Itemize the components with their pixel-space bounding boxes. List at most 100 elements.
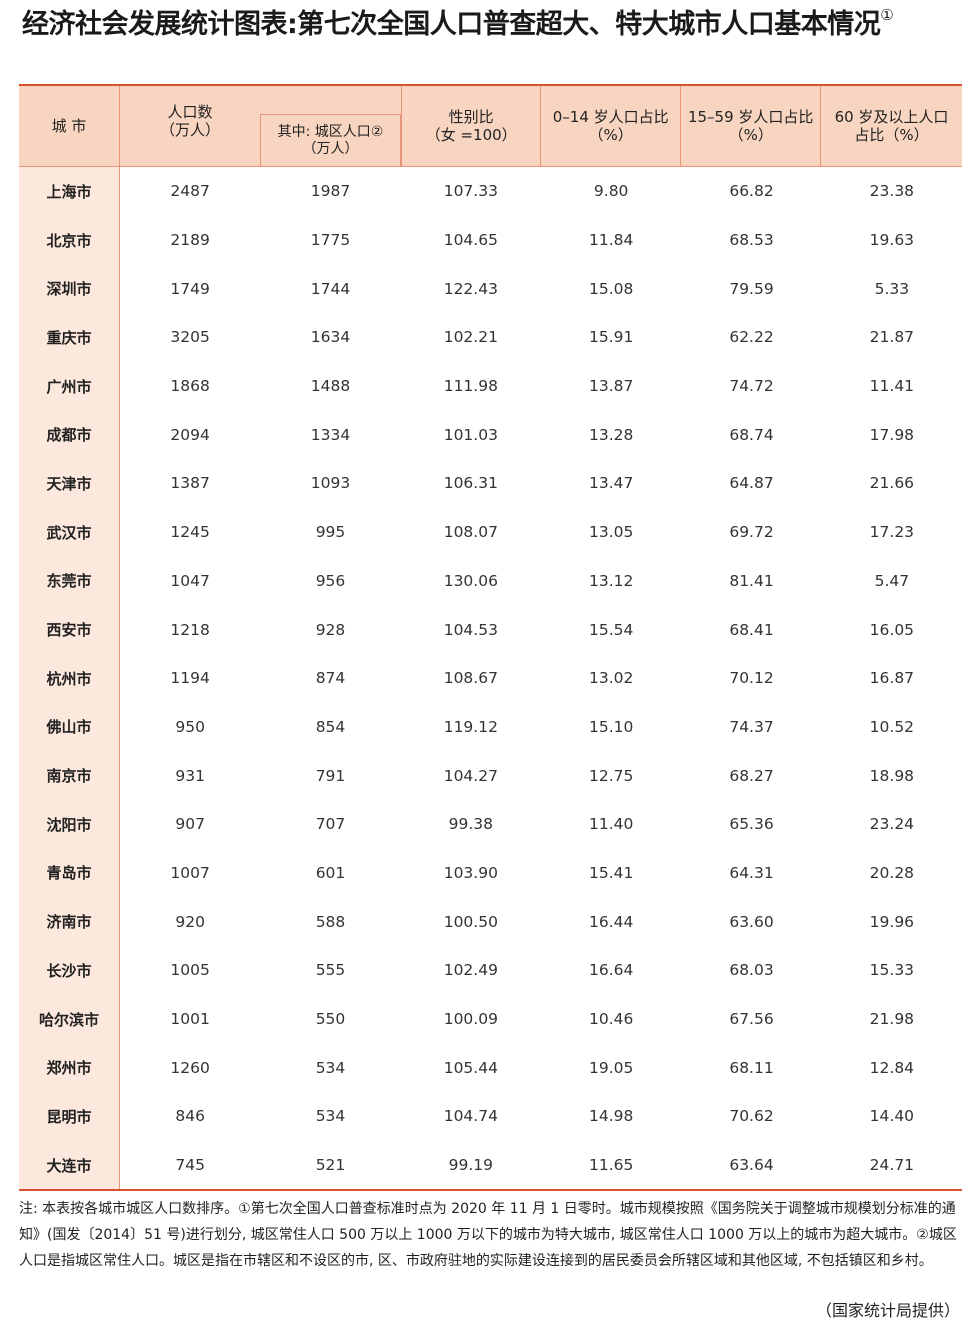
cell-age-15-59: 69.72 [729,523,774,542]
cell-sex-ratio: 106.31 [443,474,498,493]
table-row: 长沙市 1005 555 102.49 16.64 68.03 15.33 [19,946,962,995]
cell-urban-population: 1334 [310,425,351,444]
cell-age-15-59: 74.72 [729,377,774,396]
cell-population: 920 [175,912,205,931]
cell-age-15-59: 68.03 [729,961,774,980]
cell-age-15-59: 63.64 [729,1156,774,1175]
title-footnote-mark: ① [880,6,894,24]
cell-population: 1218 [170,620,210,639]
cell-sex-ratio: 99.38 [448,815,494,834]
cell-age-60-plus: 17.98 [869,425,915,444]
cell-age-60-plus: 14.40 [869,1107,915,1126]
table-row: 北京市 2189 1775 104.65 11.84 68.53 19.63 [19,215,962,265]
cell-age-15-59: 68.53 [729,231,774,250]
cell-urban-population: 1775 [310,231,351,250]
cell-urban-population: 521 [315,1156,346,1175]
cell-age-0-14: 15.08 [588,279,634,298]
cell-age-15-59: 68.41 [729,620,774,639]
table-row: 西安市 1218 928 104.53 15.54 68.41 16.05 [19,605,962,654]
cell-age-60-plus: 16.05 [869,620,915,639]
cell-city: 东莞市 [19,556,120,606]
cell-age-0-14: 19.05 [588,1058,634,1077]
cell-age-0-14: 11.65 [588,1156,634,1175]
cell-age-0-14: 15.54 [588,620,634,639]
cell-age-60-plus: 20.28 [869,863,915,882]
cell-age-0-14: 13.87 [588,377,634,396]
cell-urban-population: 588 [315,912,346,931]
cell-age-15-59: 79.59 [729,279,774,298]
cell-sex-ratio: 108.67 [443,669,498,688]
cell-age-15-59: 68.27 [729,766,774,785]
cell-age-0-14: 13.28 [588,425,634,444]
cell-sex-ratio: 119.12 [443,717,498,736]
cell-sex-ratio: 99.19 [448,1156,494,1175]
cell-sex-ratio: 101.03 [443,425,498,444]
cell-age-15-59: 64.87 [729,474,774,493]
page-title: 经济社会发展统计图表:第七次全国人口普查超大、特大城市人口基本情况① [22,2,894,41]
cell-city: 杭州市 [19,653,120,703]
table-row: 青岛市 1007 601 103.90 15.41 64.31 20.28 [19,848,962,898]
cell-age-0-14: 16.44 [588,912,634,931]
cell-age-0-14: 16.64 [588,961,634,980]
cell-age-0-14: 15.10 [588,717,634,736]
cell-age-15-59: 67.56 [729,1010,774,1029]
cell-sex-ratio: 104.65 [443,231,498,250]
cell-age-0-14: 12.75 [588,766,634,785]
cell-population: 2094 [170,425,210,444]
cell-urban-population: 874 [315,669,346,688]
cell-sex-ratio: 104.27 [443,766,498,785]
cell-sex-ratio: 105.44 [443,1058,498,1077]
cell-age-15-59: 65.36 [729,815,774,834]
cell-population: 1007 [170,863,210,882]
cell-age-60-plus: 19.63 [869,231,915,250]
cell-age-60-plus: 12.84 [869,1058,915,1077]
header-sex-ratio: 性别比 （女 =100） [401,86,542,166]
cell-age-15-59: 62.22 [729,328,774,347]
cell-age-60-plus: 5.33 [874,279,910,298]
cell-urban-population: 1987 [310,182,351,201]
cell-age-15-59: 68.11 [729,1058,774,1077]
cell-age-15-59: 81.41 [729,571,774,590]
cell-city: 成都市 [19,410,120,460]
cell-age-15-59: 70.62 [729,1107,774,1126]
cell-urban-population: 1093 [310,474,351,493]
cell-urban-population: 534 [315,1058,346,1077]
cell-city: 南京市 [19,751,120,800]
cell-population: 1005 [170,961,210,980]
table-row: 郑州市 1260 534 105.44 19.05 68.11 12.84 [19,1043,962,1093]
table-row: 杭州市 1194 874 108.67 13.02 70.12 16.87 [19,653,962,703]
cell-age-60-plus: 21.98 [869,1010,915,1029]
cell-age-60-plus: 19.96 [869,912,915,931]
cell-city: 昆明市 [19,1092,120,1141]
cell-population: 950 [175,717,205,736]
cell-urban-population: 791 [315,766,346,785]
cell-population: 1001 [170,1010,210,1029]
table-row: 大连市 745 521 99.19 11.65 63.64 24.71 [19,1140,962,1190]
cell-city: 哈尔滨市 [19,994,120,1044]
cell-sex-ratio: 102.21 [443,328,498,347]
header-city: 城 市 [19,86,120,166]
cell-age-0-14: 11.40 [588,815,634,834]
cell-population: 931 [175,766,205,785]
cell-age-0-14: 15.91 [588,328,634,347]
cell-population: 3205 [170,328,210,347]
cell-city: 西安市 [19,605,120,654]
table-row: 南京市 931 791 104.27 12.75 68.27 18.98 [19,751,962,800]
footnote: 注: 本表按各城市城区人口数排序。①第七次全国人口普查标准时点为 2020 年 … [19,1201,957,1269]
cell-sex-ratio: 111.98 [443,377,498,396]
cell-sex-ratio: 102.49 [443,961,498,980]
table-header: 城 市 人口数 （万人） 其中: 城区人口② （万人） 性别比 （女 =100）… [19,86,962,167]
cell-sex-ratio: 104.74 [443,1107,498,1126]
cell-sex-ratio: 130.06 [443,571,498,590]
cell-population: 1387 [170,474,210,493]
cell-urban-population: 995 [315,523,346,542]
cell-urban-population: 1488 [310,377,351,396]
table-row: 成都市 2094 1334 101.03 13.28 68.74 17.98 [19,410,962,460]
cell-age-0-14: 10.46 [588,1010,634,1029]
cell-population: 907 [175,815,205,834]
header-urban-population: 其中: 城区人口② （万人） [260,114,401,166]
cell-sex-ratio: 104.53 [443,620,498,639]
table-row: 济南市 920 588 100.50 16.44 63.60 19.96 [19,897,962,946]
table-body: 上海市 2487 1987 107.33 9.80 66.82 23.38 北京市 2189 17… [19,167,962,1192]
table-row: 佛山市 950 854 119.12 15.10 74.37 10.52 [19,702,962,752]
